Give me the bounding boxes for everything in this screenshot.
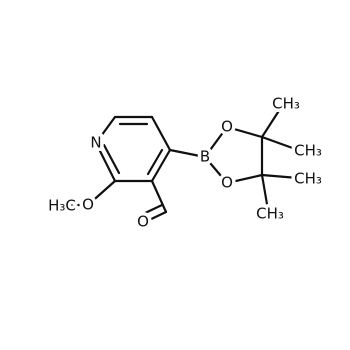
bond: [94, 141, 117, 183]
atom-label: CH₃: [272, 95, 300, 113]
bond: [102, 143, 121, 175]
atom-label: O: [137, 213, 149, 231]
atom-label: CH₃: [256, 205, 284, 223]
atom-label: O: [221, 118, 233, 136]
bond: [203, 155, 229, 185]
bond: [143, 210, 168, 224]
bonds: [60, 104, 300, 224]
atom-label: O: [82, 196, 94, 214]
bond: [260, 135, 300, 152]
bond: [94, 115, 117, 145]
bond: [150, 148, 172, 183]
bond: [203, 125, 229, 159]
bond: [141, 203, 164, 216]
bond: [86, 179, 117, 207]
bond: [260, 173, 270, 212]
bond: [150, 179, 168, 214]
bond: [225, 125, 264, 139]
atom-label: CH₃: [294, 142, 322, 160]
bond: [260, 104, 284, 139]
atom-label: O: [221, 174, 233, 192]
atom-label: N: [90, 134, 101, 152]
atom-label: CH₃: [294, 170, 322, 188]
bond: [146, 148, 164, 176]
atom-labels: N O H₃C O B O O CH₃ CH₃ CH₃ CH₃: [45, 91, 326, 234]
bond: [150, 115, 172, 152]
bond: [168, 148, 207, 159]
bond: [260, 173, 300, 180]
atom-label: B: [200, 148, 210, 166]
bond: [225, 173, 264, 185]
atom-label: H₃C: [48, 197, 76, 215]
